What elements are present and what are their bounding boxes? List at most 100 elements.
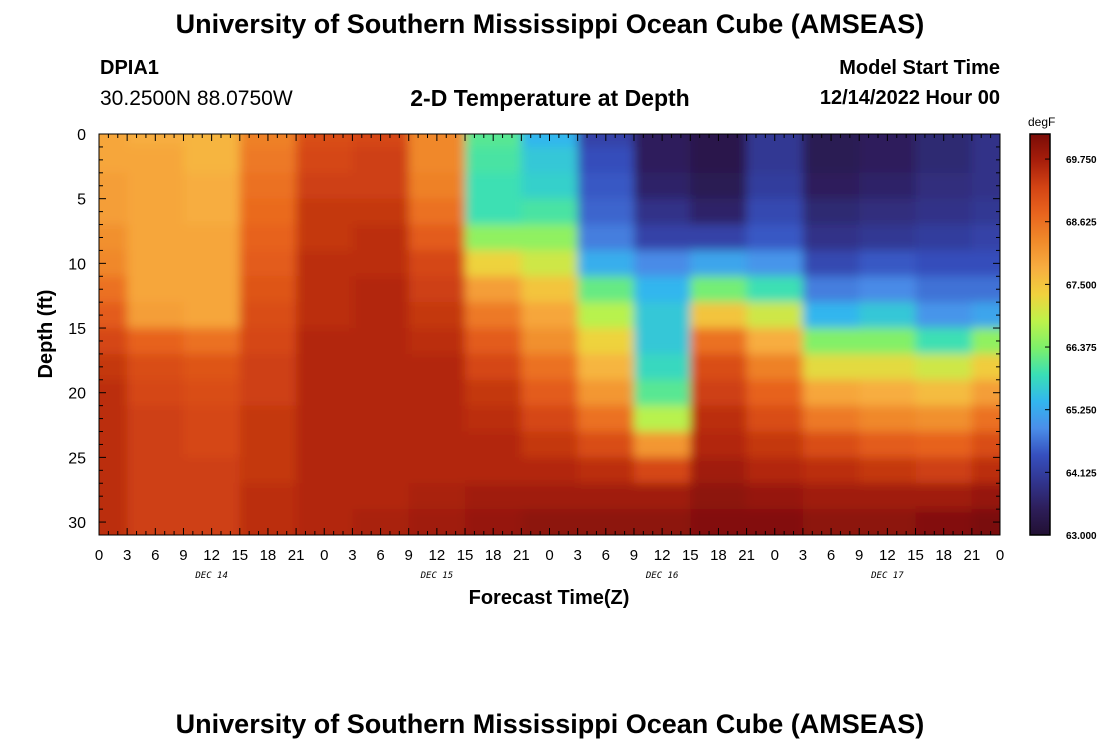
y-tick-label: 20 xyxy=(68,386,86,403)
heatmap-cell xyxy=(690,457,748,484)
heatmap-cell xyxy=(239,379,297,407)
heatmap-cell xyxy=(183,302,241,329)
x-tick-label: 0 xyxy=(545,547,553,564)
heatmap-cell xyxy=(352,431,410,458)
heatmap-cell xyxy=(408,328,466,355)
y-tick-label: 15 xyxy=(68,321,86,338)
heatmap-cell xyxy=(127,224,185,252)
plot-title: 2-D Temperature at Depth xyxy=(410,85,690,111)
x-tick-label: 12 xyxy=(654,547,671,564)
heatmap-cell xyxy=(915,457,973,484)
x-tick-label: 21 xyxy=(738,547,755,564)
heatmap-cell xyxy=(127,172,185,200)
heatmap-cell xyxy=(633,198,691,226)
heatmap-cell xyxy=(408,250,466,277)
heatmap-cell xyxy=(633,224,691,252)
x-tick-label: 3 xyxy=(573,547,581,564)
heatmap-cell xyxy=(802,483,860,510)
heatmap-cell xyxy=(971,276,1000,303)
heatmap-cell xyxy=(802,457,860,484)
heatmap-cell xyxy=(577,483,635,510)
heatmap-cell xyxy=(465,276,522,303)
heatmap-cell xyxy=(521,483,579,510)
heatmap-cell xyxy=(915,509,973,535)
heatmap-cell xyxy=(859,431,917,458)
heatmap-cell xyxy=(633,172,691,200)
heatmap-cell xyxy=(521,431,579,458)
heatmap-cell xyxy=(915,172,973,200)
x-tick-label: 9 xyxy=(630,547,638,564)
heatmap-cell xyxy=(352,250,410,277)
heatmap-cell xyxy=(465,146,522,174)
heatmap-cell xyxy=(633,328,691,355)
heatmap-cell xyxy=(746,172,804,200)
heatmap-cell xyxy=(296,431,353,458)
heatmap-cell xyxy=(577,457,635,484)
x-tick-label: 6 xyxy=(602,547,610,564)
heatmap-cell xyxy=(521,405,579,433)
heatmap-cells xyxy=(99,134,1000,535)
heatmap-cell xyxy=(408,483,466,510)
heatmap-cell xyxy=(690,172,748,200)
heatmap-cell xyxy=(915,431,973,458)
heatmap-cell xyxy=(465,353,522,381)
heatmap-cell xyxy=(408,509,466,535)
heatmap-cell xyxy=(915,379,973,407)
heatmap-cell xyxy=(127,483,185,510)
heatmap-cell xyxy=(859,405,917,433)
x-tick-label: 0 xyxy=(95,547,103,564)
heatmap-cell xyxy=(127,302,185,329)
heatmap-cell xyxy=(690,405,748,433)
heatmap-cell xyxy=(239,405,297,433)
heatmap-cell xyxy=(577,353,635,381)
heatmap-cell xyxy=(577,198,635,226)
x-tick-label: 9 xyxy=(179,547,187,564)
heatmap-cell xyxy=(690,353,748,381)
x-tick-label: 12 xyxy=(429,547,446,564)
heatmap-cell xyxy=(465,483,522,510)
heatmap-cell xyxy=(183,198,241,226)
heatmap-cell xyxy=(296,509,353,535)
heatmap-cell xyxy=(971,353,1000,381)
heatmap-cell xyxy=(859,250,917,277)
heatmap-cell xyxy=(465,328,522,355)
heatmap-cell xyxy=(746,250,804,277)
heatmap-cell xyxy=(971,405,1000,433)
heatmap-cell xyxy=(465,457,522,484)
heatmap-cell xyxy=(296,146,353,174)
y-axis-label: Depth (ft) xyxy=(35,290,57,379)
heatmap-cell xyxy=(521,302,579,329)
heatmap-cell xyxy=(746,509,804,535)
heatmap-cell xyxy=(127,379,185,407)
heatmap-cell xyxy=(352,224,410,252)
heatmap-cell xyxy=(183,276,241,303)
heatmap-cell xyxy=(971,134,1000,148)
heatmap-cell xyxy=(915,405,973,433)
heatmap-cell xyxy=(521,328,579,355)
colorbar-unit: degF xyxy=(1028,115,1055,129)
x-axis: 0 3 6 9 12 15 18 21 0 3 6 9 12 15 18 21 0 3 6 9 12 15 18 21 0 3 6 9… xyxy=(95,134,1004,581)
heatmap-cell xyxy=(408,379,466,407)
heatmap-cell xyxy=(746,328,804,355)
heatmap-cell xyxy=(577,379,635,407)
heatmap-cell xyxy=(690,302,748,329)
x-tick-label: 12 xyxy=(203,547,220,564)
heatmap-cell xyxy=(915,250,973,277)
heatmap-cell xyxy=(296,172,353,200)
heatmap-cell xyxy=(465,224,522,252)
heatmap-cell xyxy=(971,483,1000,510)
heatmap-cell xyxy=(239,146,297,174)
heatmap-cell xyxy=(971,457,1000,484)
heatmap-cell xyxy=(802,431,860,458)
date-label: DEC 15 xyxy=(420,571,454,581)
x-tick-label: 15 xyxy=(682,547,699,564)
colorbar-tick-label: 68.625 xyxy=(1066,218,1097,229)
x-tick-label: 3 xyxy=(799,547,807,564)
x-tick-label: 0 xyxy=(996,547,1004,564)
heatmap-cell xyxy=(802,146,860,174)
heatmap-cell xyxy=(127,457,185,484)
heatmap-cell xyxy=(239,483,297,510)
x-tick-label: 21 xyxy=(513,547,530,564)
heatmap-cell xyxy=(465,509,522,535)
